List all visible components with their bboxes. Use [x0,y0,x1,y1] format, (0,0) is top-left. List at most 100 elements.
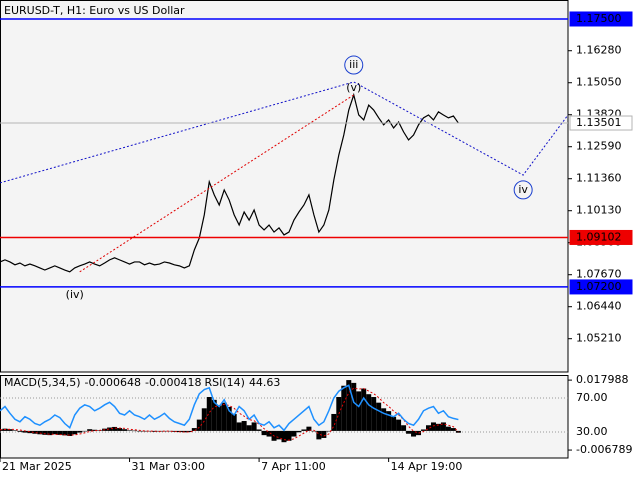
price-frame [0,0,569,373]
indicator-label-part: MACD(5,34,5) [4,376,81,389]
macd-bar [191,428,197,431]
macd-bar [386,411,392,431]
macd-bar [52,430,58,435]
x-tick-label: 7 Apr 11:00 [261,460,326,473]
level-label-box [569,115,633,131]
x-tick-label: 21 Mar 2025 [2,460,72,473]
y-tick-label: 1.12590 [576,140,622,153]
macd-bar [186,430,192,433]
macd-bar [27,430,33,434]
macd-bar [316,430,322,440]
macd-bar [107,427,113,431]
macd-bar [391,416,397,431]
macd-bar [346,380,352,431]
macd-bar [112,426,118,431]
macd-bar [301,429,307,431]
level-label-box [569,229,633,245]
macd-bar [57,430,63,435]
x-tick-label: 31 Mar 03:00 [132,460,205,473]
level-label: 1.17500 [576,12,622,25]
macd-bar [22,430,28,433]
macd-bar [450,428,456,431]
wave-circle [513,180,533,200]
macd-bar [171,430,177,432]
macd-bar [82,430,88,432]
macd-bar [356,391,362,431]
macd-bar [291,430,297,437]
y-tick-label: -0.006789 [576,443,632,456]
macd-bar [32,430,38,434]
macd-bar [206,397,212,431]
macd-bar [361,388,367,431]
y-tick-label: 1.11360 [576,172,622,185]
price-panel [0,0,568,372]
y-tick-label: 0.017988 [576,373,629,386]
macd-bar [92,429,98,431]
macd-bar [336,397,342,431]
wave-label: iii [349,58,358,71]
macd-bar [286,430,292,441]
macd-bar [201,408,207,431]
macd-bar [77,430,83,433]
signal-line [0,387,459,441]
macd-bar [231,413,237,431]
macd-bar [137,430,143,432]
wave-label: (iv) [66,288,84,301]
macd-bar [127,430,133,431]
wave-label: iv [518,183,528,196]
level-label: 1.13501 [576,116,622,129]
macd-bar [306,426,312,431]
macd-bar [236,422,242,431]
macd-bar [416,430,422,436]
macd-bar [42,430,48,435]
macd-bar [17,430,23,432]
macd-bar [151,430,157,432]
macd-bar [276,430,282,440]
macd-bar [381,408,387,431]
macd-bar [246,425,252,431]
rsi-line [0,384,459,432]
macd-bar [435,423,441,431]
indicator-label-part: RSI(14) [204,376,244,389]
macd-bar [366,394,372,431]
macd-bar [261,430,267,436]
macd-bar [341,385,347,431]
level-label: 1.09102 [576,230,622,243]
level-label: 1.07200 [576,280,622,293]
y-tick-label: 1.16280 [576,44,622,57]
macd-bar [326,430,332,432]
macd-bar [445,426,451,431]
macd-bar [146,430,152,432]
macd-bar [281,430,287,443]
macd-bar [67,430,73,436]
macd-bar [440,422,446,431]
macd-bar [132,430,138,432]
macd-bar [406,430,412,434]
macd-bar [47,430,53,436]
indicator-label-part: -0.000418 [145,376,201,389]
macd-bar [266,430,272,437]
macd-bar [117,428,123,431]
macd-bar [166,430,172,432]
macd-bar [72,430,78,435]
y-tick-label: 1.06440 [576,300,622,313]
macd-bar [87,429,93,431]
macd-bar [251,422,257,431]
macd-bar [331,413,337,431]
macd-bar [376,402,382,431]
macd-bar [7,429,13,431]
macd-bar [421,429,427,431]
y-tick-label: 1.05210 [576,332,622,345]
chart-layer: 1.162801.150501.138201.125901.113601.101… [0,11,633,473]
y2-tick-label: 30.00 [576,425,608,438]
macd-bar [351,382,357,431]
macd-bar [122,429,128,431]
y2-tick-label: 70.00 [576,391,608,404]
level-label-box [569,11,633,27]
macd-bar [216,405,222,431]
macd-bar [256,429,262,431]
y-tick-label: 1.15050 [576,76,622,89]
macd-bar [12,430,18,431]
macd-bar [396,419,402,431]
